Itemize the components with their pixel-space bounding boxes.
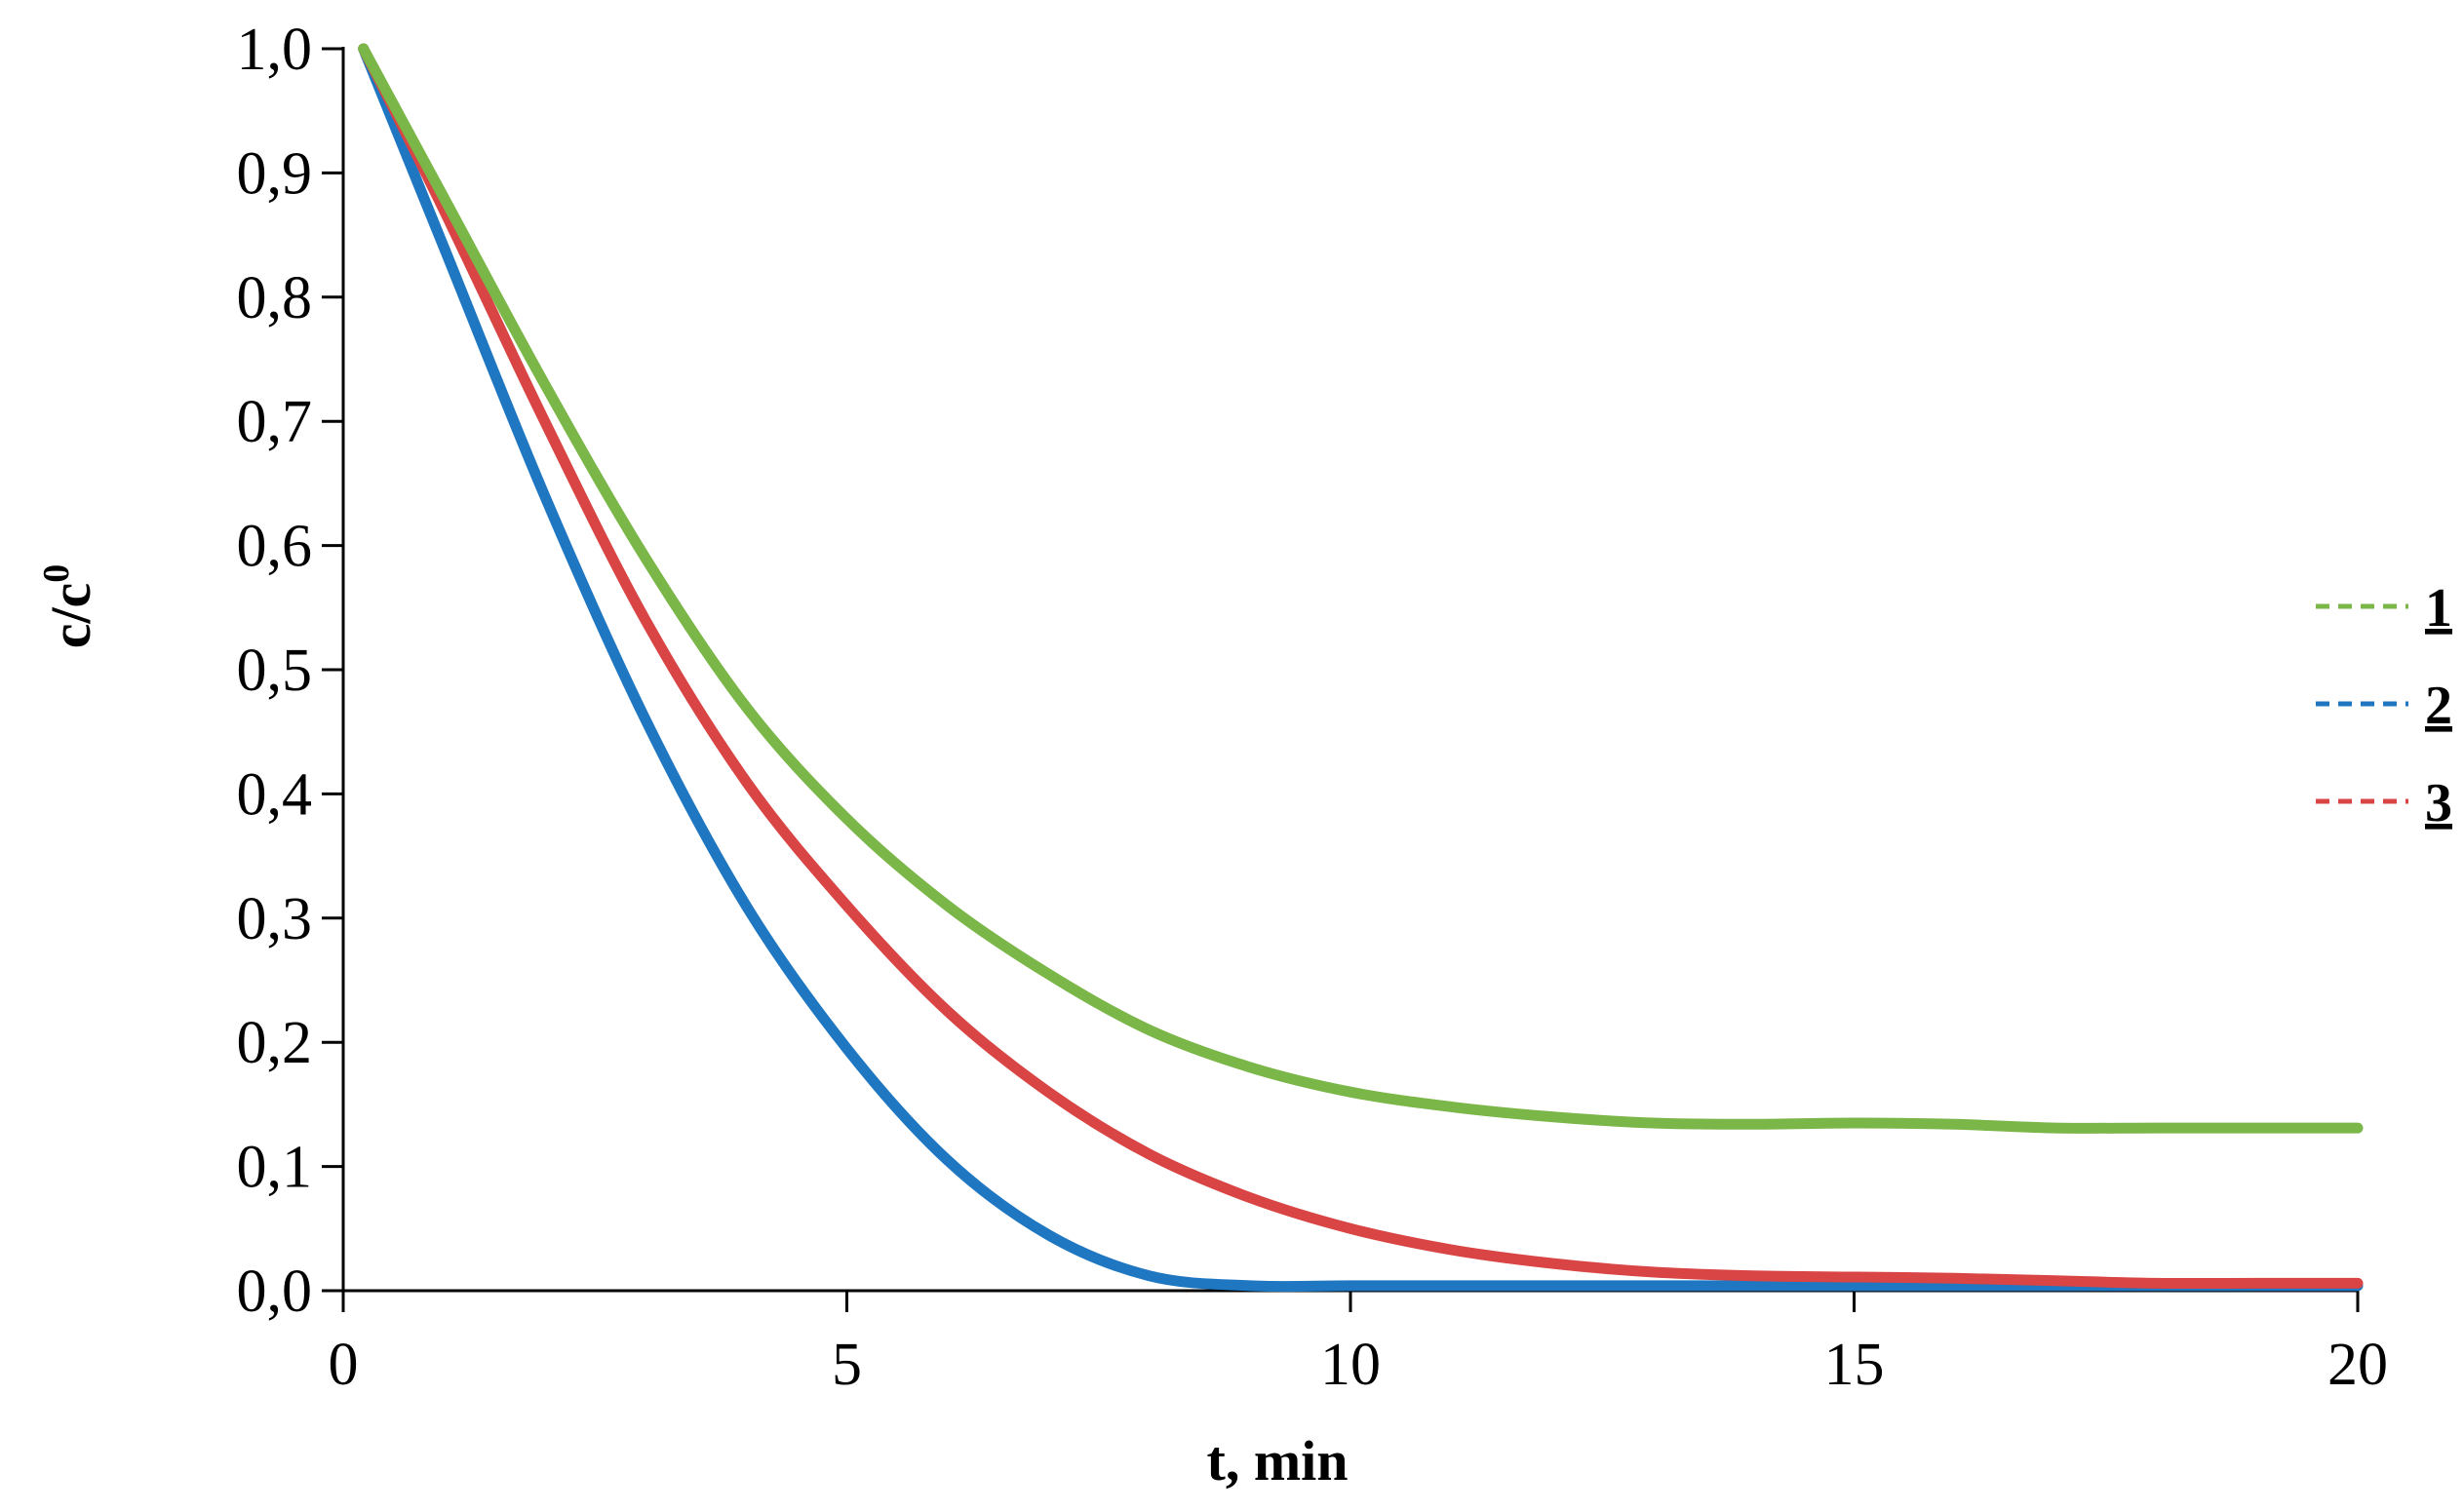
y-tick-label: 0,7 <box>237 389 313 455</box>
y-tick-label: 0,9 <box>237 140 313 207</box>
x-tick-label: 10 <box>1320 1332 1381 1398</box>
legend-item-1: 1 <box>2316 578 2452 639</box>
y-axis-title-main: c/c <box>39 583 102 649</box>
x-tick-label: 15 <box>1824 1332 1885 1398</box>
x-tick-label: 20 <box>2327 1332 2388 1398</box>
legend-label: 2 <box>2425 676 2452 736</box>
legend: 1 2 3 <box>2316 578 2452 833</box>
y-tick-label: 0,8 <box>237 265 313 331</box>
axes <box>341 47 2358 1293</box>
series-line-1 <box>358 43 2364 1134</box>
y-tick-label: 0,1 <box>237 1135 313 1201</box>
y-tick-label: 0,0 <box>237 1259 313 1325</box>
x-axis-ticks: 0 5 10 15 20 <box>329 1291 2388 1398</box>
y-tick-label: 0,2 <box>237 1010 313 1076</box>
y-tick-label: 0,5 <box>237 638 313 704</box>
y-axis-title: c/c0 <box>36 564 102 649</box>
x-axis-title: t, min <box>1207 1429 1349 1492</box>
y-tick-label: 1,0 <box>237 17 313 83</box>
legend-label: 3 <box>2425 773 2452 833</box>
legend-item-2: 2 <box>2316 676 2452 736</box>
x-tick-label: 5 <box>832 1332 862 1398</box>
y-tick-label: 0,4 <box>237 761 313 828</box>
y-tick-label: 0,3 <box>237 886 313 952</box>
series-line-3 <box>358 43 2364 1290</box>
series-lines <box>358 43 2364 1293</box>
y-axis-title-superscript: 0 <box>36 564 77 583</box>
legend-label: 1 <box>2425 578 2452 639</box>
y-tick-label: 0,6 <box>237 514 313 580</box>
x-tick-label: 0 <box>329 1332 359 1398</box>
series-line-2 <box>358 43 2364 1293</box>
y-axis-ticks: 0,0 0,1 0,2 0,3 0,4 0,5 0,6 0,7 0,8 0,9 1,0 <box>237 17 343 1325</box>
legend-item-3: 3 <box>2316 773 2452 833</box>
